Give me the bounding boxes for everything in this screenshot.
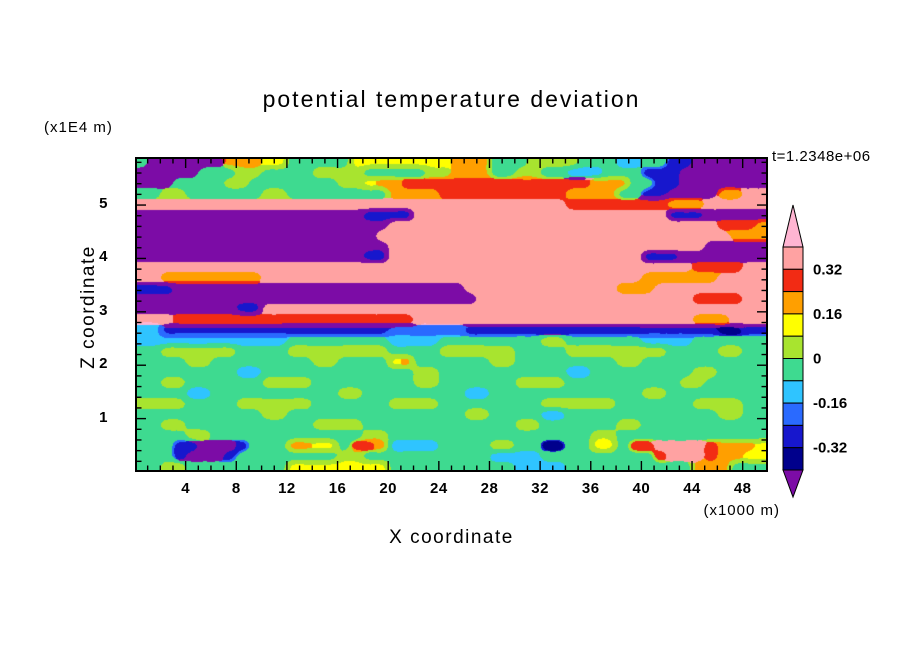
colorbar-segment bbox=[782, 380, 804, 404]
plot-title: potential temperature deviation bbox=[262, 86, 641, 112]
x-axis-unit-label: (x1000 m) bbox=[703, 502, 780, 519]
timestamp-label: t=1.2348e+06 bbox=[772, 148, 871, 165]
x-tick-label: 48 bbox=[733, 480, 752, 497]
colorbar-segment bbox=[782, 424, 804, 449]
x-tick-label: 28 bbox=[480, 480, 499, 497]
plot-border bbox=[135, 157, 768, 472]
colorbar-tick-label: -0.16 bbox=[813, 395, 847, 412]
z-tick-label: 4 bbox=[99, 248, 108, 266]
colorbar-tick-label: 0 bbox=[813, 351, 821, 368]
colorbar-segment bbox=[782, 402, 804, 426]
x-tick-label: 12 bbox=[278, 480, 296, 497]
y-axis-unit-label: (x1E4 m) bbox=[44, 119, 113, 136]
x-tick-label: 44 bbox=[683, 480, 701, 497]
x-tick-label: 8 bbox=[231, 480, 241, 497]
contour-field-canvas bbox=[135, 157, 768, 472]
colorbar-segment bbox=[782, 313, 804, 337]
x-tick-label: 36 bbox=[581, 480, 600, 497]
colorbar-segment bbox=[782, 447, 804, 471]
x-tick-label: 4 bbox=[181, 480, 191, 497]
z-tick-label: 5 bbox=[99, 195, 108, 213]
x-tick-label: 40 bbox=[632, 480, 651, 497]
z-tick-label: 3 bbox=[99, 301, 108, 319]
x-tick-label: 32 bbox=[531, 480, 549, 497]
colorbar-tick-label: 0.16 bbox=[813, 306, 842, 323]
colorbar-segment bbox=[782, 268, 804, 293]
colorbar-tick-label: 0.32 bbox=[813, 261, 842, 278]
x-tick-label: 16 bbox=[328, 480, 347, 497]
colorbar: 0.32 0.16 0 -0.16 -0.32 bbox=[782, 204, 847, 499]
colorbar-arrow-top bbox=[782, 204, 804, 248]
x-tick-label: 20 bbox=[379, 480, 398, 497]
z-tick-label: 2 bbox=[99, 355, 108, 373]
colorbar-arrow-bottom bbox=[782, 469, 804, 499]
z-tick-label: 1 bbox=[99, 408, 108, 426]
colorbar-segment bbox=[782, 246, 804, 270]
plot-frame bbox=[135, 157, 768, 472]
colorbar-segment bbox=[782, 291, 804, 315]
colorbar-segment bbox=[782, 358, 804, 382]
colorbar-tick-label: -0.32 bbox=[813, 440, 847, 457]
colorbar-segment bbox=[782, 335, 804, 359]
x-axis-title: X coordinate bbox=[389, 527, 514, 548]
plot-area bbox=[135, 157, 768, 472]
x-tick-label: 24 bbox=[429, 480, 448, 497]
